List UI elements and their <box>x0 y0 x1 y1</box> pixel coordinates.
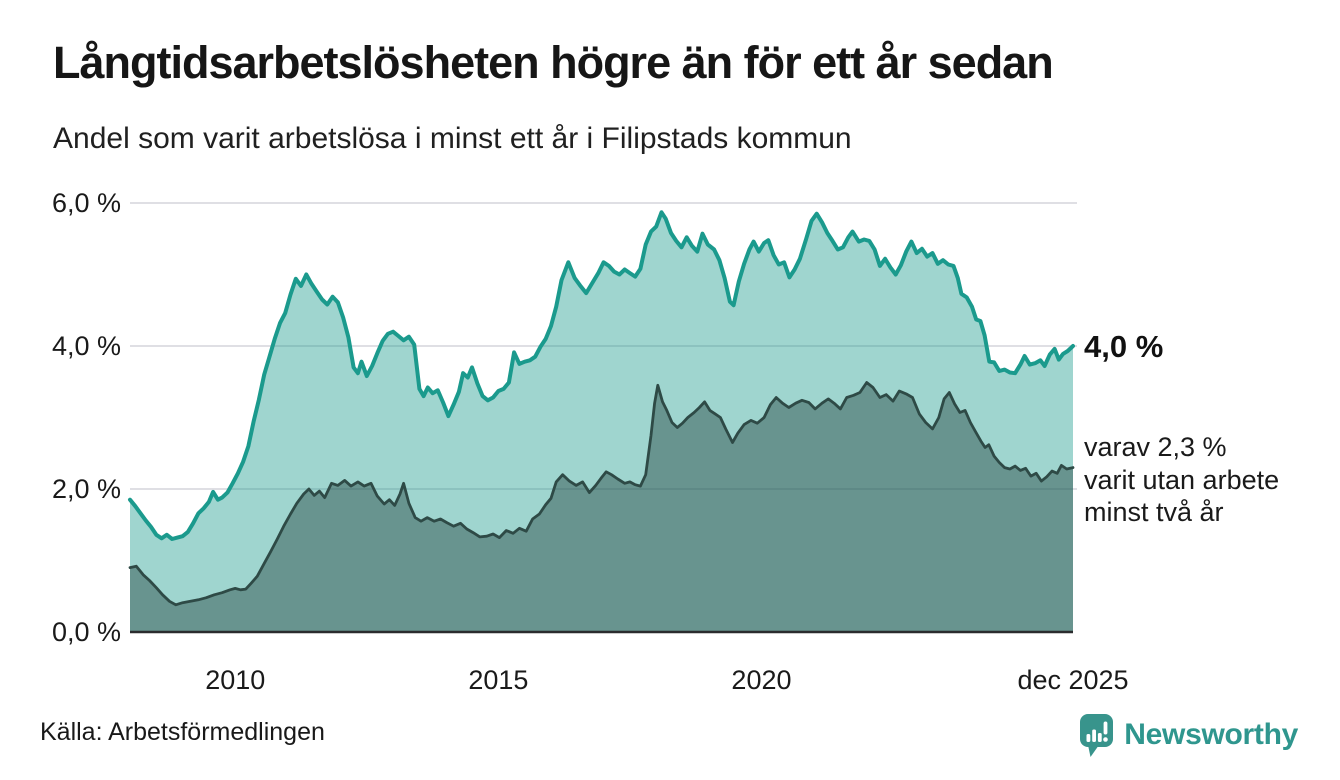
y-tick-label: 6,0 % <box>52 188 121 218</box>
annotation-latest-value: 4,0 % <box>1084 329 1164 364</box>
x-tick-label: 2015 <box>468 665 528 695</box>
line-min-one-year <box>128 210 1075 541</box>
area-min-one-year <box>130 212 1073 633</box>
y-tick-label: 0,0 % <box>52 617 121 647</box>
x-tick-label: 2010 <box>205 665 265 695</box>
annotation-secondary-line: minst två år <box>1084 497 1224 527</box>
x-tick-label: dec 2025 <box>1017 665 1128 695</box>
area-min-two-years <box>130 382 1073 632</box>
y-tick-label: 4,0 % <box>52 331 121 361</box>
annotation-secondary-line: varit utan arbete <box>1084 464 1280 495</box>
y-tick-label: 2,0 % <box>52 474 121 504</box>
annotation-secondary-line: varav 2,3 % <box>1084 432 1227 462</box>
newsworthy-logo-icon <box>1080 714 1114 757</box>
source-note: Källa: Arbetsförmedlingen <box>40 718 325 746</box>
chart-title: Långtidsarbetslösheten högre än för ett … <box>53 37 1054 88</box>
line-min-two-years <box>128 381 1075 607</box>
x-tick-label: 2020 <box>731 665 791 695</box>
chart-subtitle: Andel som varit arbetslösa i minst ett å… <box>53 122 852 155</box>
annotation-secondary: varav 2,3 % varit utan arbete minst två … <box>1084 431 1279 529</box>
newsworthy-wordmark: Newsworthy <box>1124 718 1298 751</box>
newsworthy-logo: Newsworthy <box>1079 712 1298 758</box>
